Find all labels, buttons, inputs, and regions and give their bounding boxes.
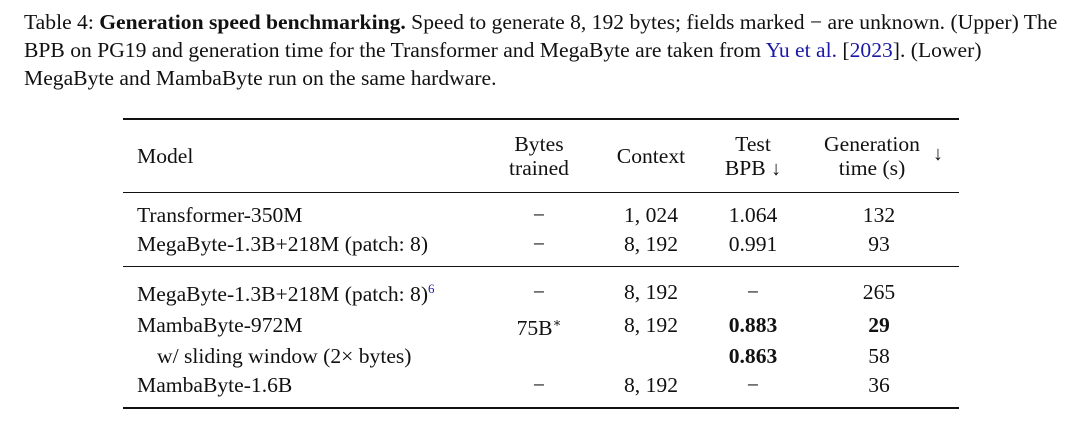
cell-model: MambaByte-972M <box>137 313 303 337</box>
benchmark-table-container: Model Bytes trained Context Test BPB ↓ G… <box>123 118 959 409</box>
caption-text: Speed to generate 8, 192 bytes; fields m… <box>24 10 1058 62</box>
header-bytes-trained: Bytes trained <box>483 119 595 193</box>
header-bytes-line2: trained <box>509 156 569 180</box>
lower-section: MegaByte-1.3B+218M (patch: 8)6 − 8, 192 … <box>123 266 959 409</box>
table-row: MegaByte-1.3B+218M (patch: 8)6 − 8, 192 … <box>123 267 959 309</box>
cell-context: 1, 024 <box>624 203 678 227</box>
cell-time: 58 <box>868 344 890 368</box>
table-row: Transformer-350M − 1, 024 1.064 132 <box>123 193 959 230</box>
cell-bpb: 0.991 <box>728 231 778 256</box>
header-test-bpb: Test BPB ↓ <box>707 119 799 193</box>
header-bpb-line2: BPB <box>724 155 766 180</box>
cell-time: 265 <box>862 279 896 304</box>
cell-bytes <box>483 342 595 371</box>
cell-bpb: − <box>746 279 760 304</box>
caption-title: Generation speed benchmarking. <box>99 10 406 34</box>
cell-time: 93 <box>868 231 890 256</box>
header-bpb-line1: Test <box>735 131 771 156</box>
cell-bytes: − <box>532 372 546 397</box>
citation-author-link[interactable]: Yu et al. <box>765 38 837 62</box>
cell-model: Transformer-350M <box>137 203 303 227</box>
cell-model: MambaByte-1.6B <box>137 372 293 397</box>
cell-context: 8, 192 <box>624 372 678 397</box>
citation-year-link[interactable]: 2023 <box>849 38 893 62</box>
cell-bpb: 0.883 <box>728 313 778 337</box>
footnote-link[interactable]: 6 <box>428 281 435 296</box>
benchmark-table: Model Bytes trained Context Test BPB ↓ G… <box>123 118 959 409</box>
cell-model: w/ sliding window (2× bytes) <box>157 344 412 368</box>
cell-time: 132 <box>862 203 896 227</box>
cell-context <box>595 342 707 371</box>
cell-bytes: − <box>532 279 546 304</box>
header-context: Context <box>616 144 686 168</box>
cell-time: 29 <box>868 313 890 337</box>
cell-bytes: − <box>532 203 546 227</box>
cell-context: 8, 192 <box>624 279 678 304</box>
header-gen-line2: time (s) <box>838 156 906 180</box>
citation-bracket-open: [ <box>837 38 850 62</box>
table-row: MambaByte-1.6B − 8, 192 − 36 <box>123 371 959 409</box>
header-generation-time: Generation time (s) ↓ <box>799 119 959 193</box>
caption-label: Table 4: <box>24 10 100 34</box>
down-arrow-icon: ↓ <box>933 143 943 165</box>
cell-bpb: 0.863 <box>728 344 778 368</box>
header-row: Model Bytes trained Context Test BPB ↓ G… <box>123 119 959 193</box>
bytes-value: 75B <box>516 315 553 340</box>
table-caption: Table 4: Generation speed benchmarking. … <box>24 8 1060 92</box>
cell-model: MegaByte-1.3B+218M (patch: 8)6 <box>123 267 483 309</box>
cell-context: 8, 192 <box>624 231 678 256</box>
cell-model: MegaByte-1.3B+218M (patch: 8) <box>137 231 429 256</box>
header-gen-line1: Generation <box>824 132 920 156</box>
table-row: w/ sliding window (2× bytes) 0.863 58 <box>123 342 959 371</box>
asterisk-mark: ∗ <box>552 314 562 330</box>
cell-time: 36 <box>868 372 890 397</box>
upper-section: Transformer-350M − 1, 024 1.064 132 Mega… <box>123 193 959 267</box>
table-row: MegaByte-1.3B+218M (patch: 8) − 8, 192 0… <box>123 230 959 267</box>
caption-text-end: ]. (Lower) MegaByte and MambaByte run on… <box>24 38 982 90</box>
header-bytes-line1: Bytes <box>514 132 564 156</box>
cell-bpb: 1.064 <box>728 203 778 227</box>
cell-bytes: − <box>532 231 546 256</box>
down-arrow-icon: ↓ <box>771 157 782 180</box>
cell-bpb: − <box>746 372 760 397</box>
cell-context: 8, 192 <box>624 313 678 337</box>
table-row: MambaByte-972M 75B∗ 8, 192 0.883 29 <box>123 309 959 343</box>
cell-bytes: 75B∗ <box>483 309 595 343</box>
header-model: Model <box>137 144 194 168</box>
model-name: MegaByte-1.3B+218M (patch: 8) <box>137 282 429 306</box>
